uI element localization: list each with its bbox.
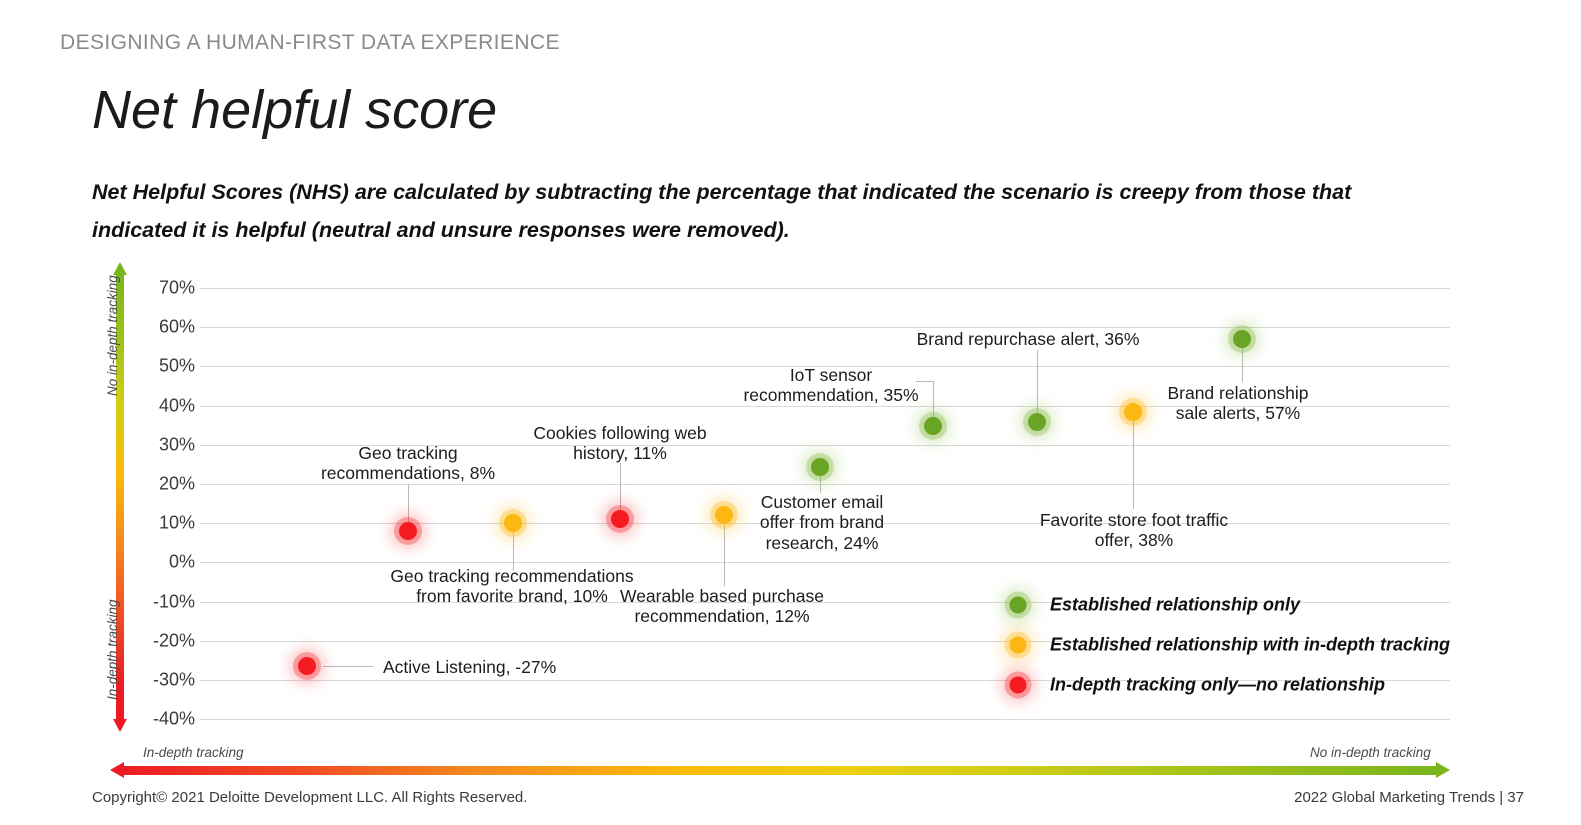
gridline — [200, 445, 1450, 446]
legend-swatch-green-icon — [1009, 596, 1027, 614]
annotation-geo-tracking: Geo tracking recommendations, 8% — [320, 443, 496, 484]
arrow-left-icon — [110, 762, 124, 778]
gridline — [200, 602, 1450, 603]
leader-line — [513, 523, 514, 571]
legend-label: In-depth tracking only—no relationship — [1050, 674, 1386, 695]
annotation-geo-favorite-brand: Geo tracking recommendations from favori… — [390, 566, 634, 607]
y-axis-tick: -40% — [152, 708, 195, 729]
leader-line — [1133, 414, 1134, 509]
y-axis-bottom-label: In-depth tracking — [105, 599, 120, 700]
arrow-down-icon — [113, 719, 127, 732]
gridline — [200, 523, 1450, 524]
leader-line — [820, 468, 821, 493]
gridline — [200, 641, 1450, 642]
y-axis-top-label: No in-depth tracking — [105, 275, 120, 396]
legend-swatch-amber-icon — [1009, 636, 1027, 654]
arrow-up-icon — [113, 262, 127, 275]
y-axis-tick: 10% — [158, 512, 195, 533]
gridline — [200, 366, 1450, 367]
x-axis-right-label: No in-depth tracking — [1310, 745, 1431, 760]
leader-line — [620, 463, 621, 518]
annotation-cookies-web-history: Cookies following web history, 11% — [533, 423, 707, 464]
page-title: Net helpful score — [92, 80, 498, 140]
legend-label: Established relationship only — [1050, 594, 1301, 615]
data-point-geo-favorite-brand[interactable] — [504, 514, 522, 532]
y-axis-tick: 40% — [158, 395, 195, 416]
leader-line — [1242, 340, 1243, 382]
data-point-brand-repurchase[interactable] — [1028, 413, 1046, 431]
legend-label: Established relationship with in-depth t… — [1050, 634, 1451, 655]
data-point-brand-relationship[interactable] — [1233, 330, 1251, 348]
arrow-right-icon — [1436, 762, 1450, 778]
annotation-wearable-purchase: Wearable based purchase recommendation, … — [620, 586, 824, 627]
y-axis-tick: 30% — [158, 434, 195, 455]
leader-line — [916, 381, 934, 382]
annotation-favorite-store: Favorite store foot traffic offer, 38% — [1039, 510, 1229, 551]
y-axis-gradient-arrow — [113, 262, 127, 732]
leader-line — [724, 514, 725, 586]
gridline — [200, 680, 1450, 681]
data-point-active-listening[interactable] — [298, 657, 316, 675]
gridline — [200, 719, 1450, 720]
leader-line — [1037, 350, 1038, 426]
footer-source: 2022 Global Marketing Trends | 37 — [1294, 789, 1524, 806]
x-axis-left-label: In-depth tracking — [143, 745, 244, 760]
y-axis-tick: -20% — [152, 630, 195, 651]
slide-eyebrow: DESIGNING A HUMAN-FIRST DATA EXPERIENCE — [60, 31, 560, 54]
leader-line — [933, 381, 934, 426]
data-point-favorite-store[interactable] — [1124, 403, 1142, 421]
gridline — [200, 562, 1450, 563]
x-axis-gradient-arrow — [110, 762, 1450, 778]
data-point-wearable-purchase[interactable] — [715, 506, 733, 524]
y-axis-tick: 70% — [158, 277, 195, 298]
footer-copyright: Copyright© 2021 Deloitte Development LLC… — [92, 789, 528, 806]
data-point-geo-tracking[interactable] — [399, 522, 417, 540]
gridline — [200, 288, 1450, 289]
annotation-customer-email: Customer email offer from brand research… — [759, 492, 885, 553]
y-axis-tick: -10% — [152, 591, 195, 612]
y-axis-tick: 60% — [158, 316, 195, 337]
slide-subtitle: Net Helpful Scores (NHS) are calculated … — [92, 180, 1352, 243]
annotation-active-listening: Active Listening, -27% — [383, 657, 557, 677]
annotation-brand-repurchase: Brand repurchase alert, 36% — [916, 329, 1140, 349]
annotation-brand-relationship: Brand relationship sale alerts, 57% — [1167, 383, 1309, 424]
annotation-iot-sensor: IoT sensor recommendation, 35% — [743, 365, 919, 406]
leader-line — [408, 484, 409, 524]
data-point-iot-sensor[interactable] — [924, 417, 942, 435]
gridline — [200, 484, 1450, 485]
y-axis-tick: 0% — [168, 551, 195, 572]
y-axis-tick: -30% — [152, 669, 195, 690]
leader-line — [323, 666, 373, 667]
y-axis-tick: 20% — [158, 473, 195, 494]
gridline — [200, 406, 1450, 407]
y-axis-tick: 50% — [158, 355, 195, 376]
data-point-cookies-web-history[interactable] — [611, 510, 629, 528]
data-point-customer-email[interactable] — [811, 458, 829, 476]
gridline — [200, 327, 1450, 328]
legend-swatch-red-icon — [1009, 676, 1027, 694]
